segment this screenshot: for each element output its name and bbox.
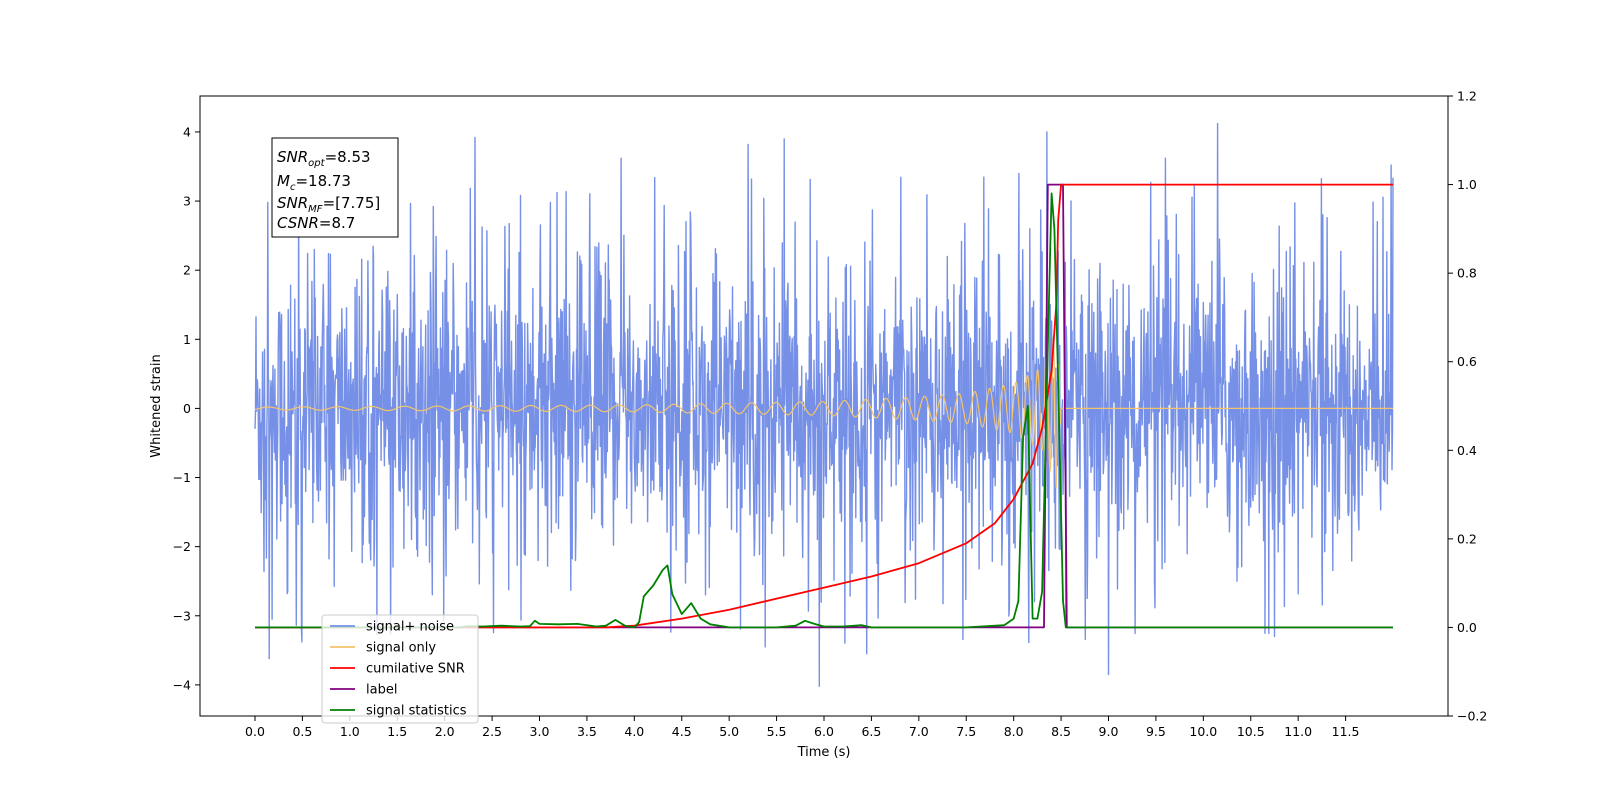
x-tick-label: 6.0 [814, 724, 834, 739]
y2-tick-label: 1.2 [1457, 89, 1477, 104]
y-axis-ticks: −4 −3 −2 −1 0 1 2 3 4 [173, 124, 200, 692]
y-tick-label: 1 [183, 332, 191, 347]
x-tick-label: 7.5 [956, 724, 976, 739]
legend: signal+ noise signal only cumilative SNR la… [321, 614, 479, 724]
x-tick-label: 3.0 [530, 724, 550, 739]
legend-frame [321, 614, 479, 724]
y2-tick-label: 0.2 [1457, 531, 1477, 546]
legend-entry-label: cumilative SNR [366, 662, 465, 677]
x-tick-label: 5.5 [767, 724, 787, 739]
signal-only-line [254, 336, 1394, 488]
y-tick-label: −2 [173, 539, 191, 554]
legend-entry-label: signal+ noise [366, 620, 454, 635]
series-layer [254, 122, 1394, 687]
annotation-csnr-value: =8.7 [319, 214, 355, 232]
annotation-snr-opt-value: =8.53 [325, 148, 371, 166]
annotation-snr-mf-symbol: SNR [277, 194, 308, 212]
annotation-csnr-symbol: CSNR [277, 214, 319, 232]
x-tick-label: 3.5 [577, 724, 597, 739]
annotation-mc-symbol: M [277, 172, 290, 190]
y-axis-label: Whitened strain [149, 354, 164, 457]
legend-entry-label: label [366, 683, 397, 698]
annotation-snr-opt: SNRopt=8.53 [277, 148, 371, 169]
y-tick-label: −3 [173, 608, 191, 623]
annotation-frame [271, 137, 399, 238]
annotation-snr-mf-value: =[7.75] [323, 194, 381, 212]
x-tick-label: 0.5 [292, 724, 312, 739]
y2-tick-label: 0.4 [1457, 443, 1477, 458]
legend-entry-label: signal only [366, 641, 436, 656]
y2-tick-label: 0.6 [1457, 354, 1477, 369]
x-tick-label: 5.0 [719, 724, 739, 739]
x-tick-label: 9.0 [1099, 724, 1119, 739]
y2-tick-label: 0.0 [1457, 620, 1477, 635]
x-tick-label: 1.5 [387, 724, 407, 739]
x-tick-label: 9.5 [1146, 724, 1166, 739]
y-tick-label: 2 [183, 263, 191, 278]
signal-noise-line [254, 122, 1394, 687]
annotation-mc-subscript: c [290, 182, 296, 193]
x-axis-ticks: 0.0 0.5 1.0 1.5 2.0 2.5 3.0 3.5 4.0 4.5 5.0 5.5 6.0 6… [245, 716, 1360, 739]
annotation-snr-opt-subscript: opt [308, 158, 325, 169]
y-tick-label: −1 [173, 470, 191, 485]
x-tick-label: 11.0 [1284, 724, 1312, 739]
x-tick-label: 4.0 [624, 724, 644, 739]
y2-tick-label: −0.2 [1457, 709, 1487, 724]
y2-axis-ticks: −0.2 0.0 0.2 0.4 0.6 0.8 1.0 1.2 [1448, 89, 1487, 724]
y-tick-label: 4 [183, 124, 191, 139]
annotation-box: SNRopt=8.53 Mc=18.73 SNRMF=[7.75] CSNR=8… [271, 137, 399, 238]
x-tick-label: 8.5 [1051, 724, 1071, 739]
x-axis-label: Time (s) [797, 745, 851, 760]
legend-items: signal+ noise signal only cumilative SNR la… [330, 620, 467, 719]
x-tick-label: 8.0 [1004, 724, 1024, 739]
signal-statistics-line [255, 192, 1393, 629]
y-tick-label: 0 [183, 401, 191, 416]
x-tick-label: 0.0 [245, 724, 265, 739]
x-tick-label: 1.0 [340, 724, 360, 739]
x-tick-label: 10.0 [1189, 724, 1217, 739]
y-tick-label: 3 [183, 194, 191, 209]
annotation-mc: Mc=18.73 [277, 172, 351, 193]
annotation-snr-mf: SNRMF=[7.75] [277, 194, 380, 215]
x-tick-label: 11.5 [1332, 724, 1360, 739]
x-tick-label: 4.5 [672, 724, 692, 739]
x-tick-label: 2.0 [435, 724, 455, 739]
x-tick-label: 7.0 [909, 724, 929, 739]
annotation-snr-opt-symbol: SNR [277, 148, 308, 166]
y2-tick-label: 1.0 [1457, 177, 1477, 192]
annotation-csnr: CSNR=8.7 [277, 214, 355, 232]
annotation-mc-value: =18.73 [295, 172, 351, 190]
x-tick-label: 6.5 [861, 724, 881, 739]
y-tick-label: −4 [173, 677, 191, 692]
x-tick-label: 2.5 [482, 724, 502, 739]
y2-tick-label: 0.8 [1457, 266, 1477, 281]
legend-entry-label: signal statistics [366, 704, 467, 719]
x-tick-label: 10.5 [1237, 724, 1265, 739]
annotation-snr-mf-subscript: MF [308, 204, 323, 215]
